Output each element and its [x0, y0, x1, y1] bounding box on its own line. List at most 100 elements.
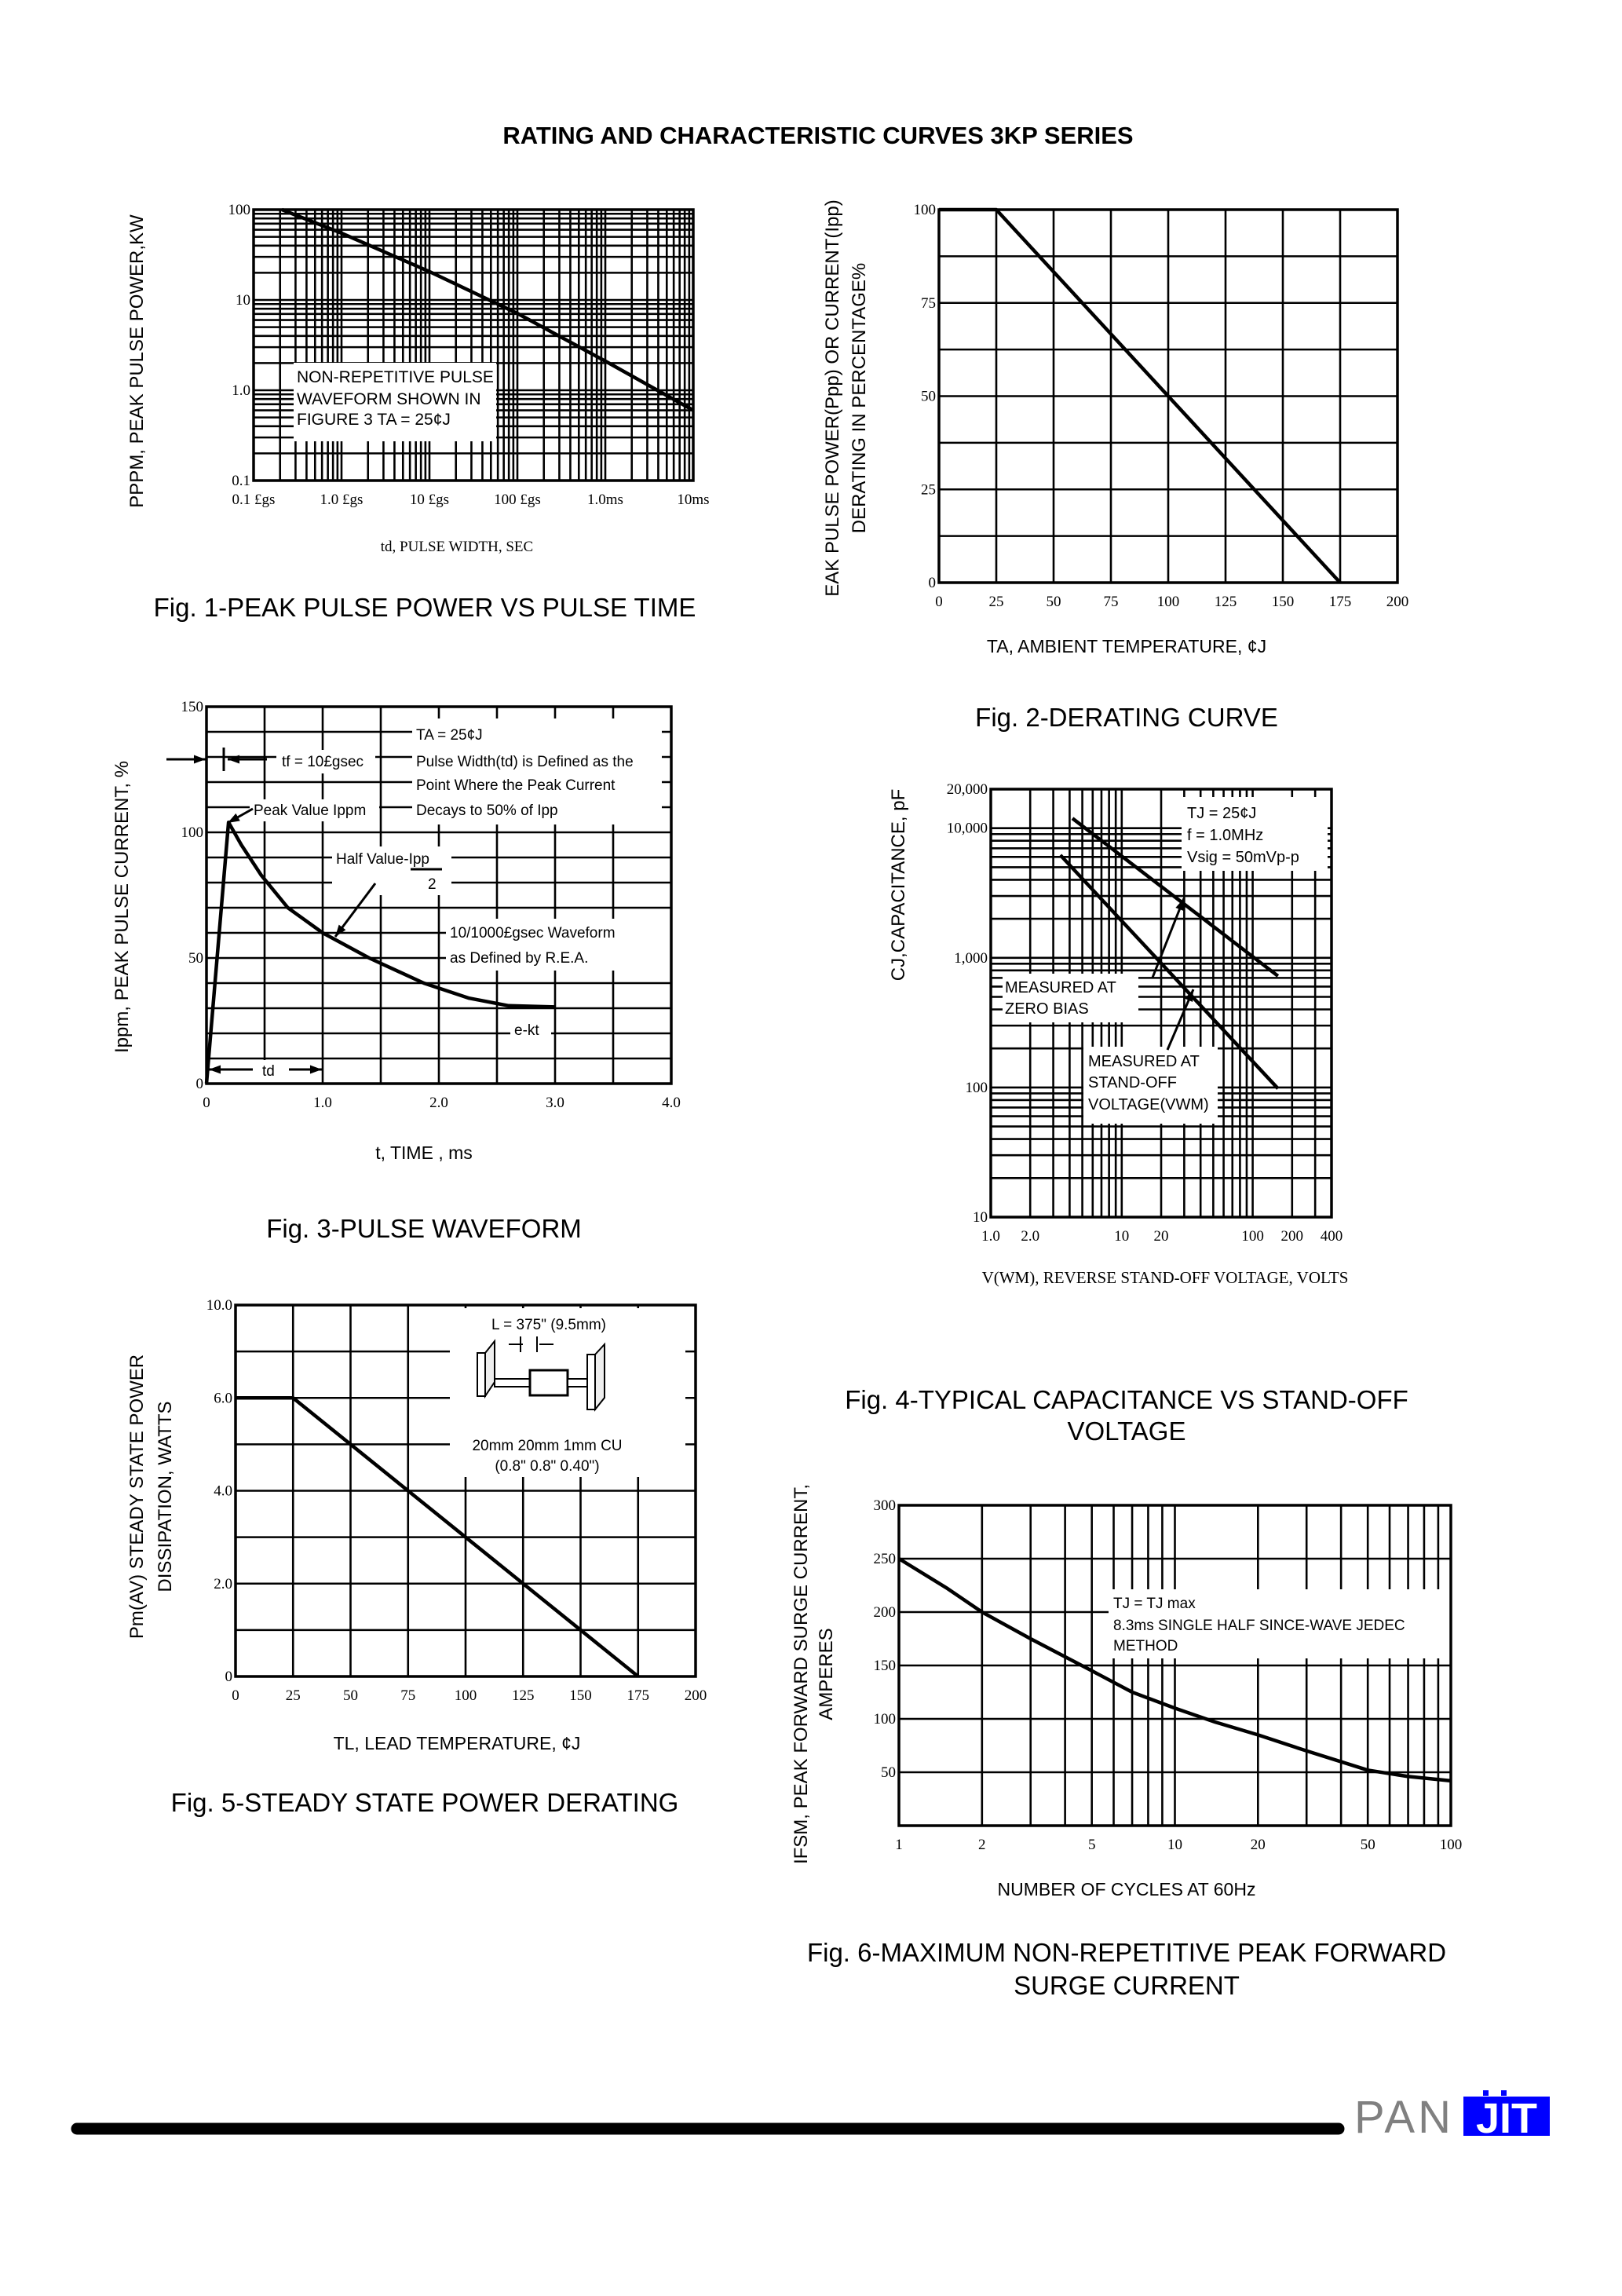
y-axis-label: CJ,CAPACITANCE, pF [888, 789, 909, 981]
annotation-text: MEASURED AT [1088, 1053, 1200, 1070]
annotation-background [1003, 974, 1138, 1022]
x-tick-label: 3.0 [546, 1095, 564, 1111]
annotation-text: 8.3ms SINGLE HALF SINCE-WAVE JEDEC [1113, 1618, 1405, 1634]
half-value-arrow-head [335, 924, 346, 937]
annotation-text: VOLTAGE(VWM) [1088, 1096, 1209, 1113]
x-tick-label: 1 [895, 1837, 903, 1853]
zero-bias-arrow-shaft [1151, 898, 1185, 978]
y-axis-label: PPPM, PEAK PULSE POWER,KW [126, 214, 148, 508]
annotation-text: STAND-OFF [1088, 1074, 1177, 1091]
figure-3: 0 1.0 2.0 3.0 4.0 0 50 100 150 TA = 25¢J tf = 10£g… [111, 699, 681, 1243]
x-tick-label: 100 [455, 1687, 477, 1704]
x-tick-label: 125 [512, 1687, 535, 1704]
figure-5: 0 25 50 75 100 125 150 175 200 0 2.0 4.0 6.0 10.0 L = … [126, 1297, 707, 1817]
y-tick-label: 250 [874, 1551, 897, 1567]
annotation-background [1083, 1047, 1218, 1124]
series-line-1 [204, 820, 556, 1084]
x-tick-label: 20 [1154, 1228, 1169, 1245]
y-axis-label: DERATING IN PERCENTAGE% [849, 263, 870, 533]
x-tick-label: 175 [627, 1687, 650, 1704]
x-tick-label: 50 [1047, 594, 1061, 610]
x-tick-label: 5 [1088, 1837, 1096, 1853]
x-tick-label: 2 [978, 1837, 986, 1853]
series-line-2 [1058, 854, 1280, 1090]
y-axis-label: AMPERES [816, 1628, 837, 1720]
y-axis-label: IFSM, PEAK FORWARD SURGE CURRENT, [791, 1484, 812, 1864]
x-tick-label: 10 £gs [410, 492, 449, 508]
x-tick-label: 200 [1386, 594, 1409, 610]
y-tick-label: 0 [196, 1076, 204, 1092]
annotation-text: tf = 10£gsec [282, 754, 363, 770]
series-line-1 [1071, 817, 1280, 978]
annotation-text: METHOD [1113, 1638, 1178, 1654]
x-tick-label: 0 [232, 1687, 239, 1704]
y-axis-label: Ippm, PEAK PULSE CURRENT, % [111, 761, 133, 1053]
annotation-text: FIGURE 3 TA = 25¢J [297, 411, 451, 429]
annotation-text: 10/1000£gsec Waveform [450, 925, 616, 941]
td-arrow-left-head [209, 1065, 221, 1074]
series-line-1 [281, 207, 695, 412]
x-axis-label: TL, LEAD TEMPERATURE, ¢J [334, 1733, 581, 1753]
x-tick-label: 100 [1157, 594, 1180, 610]
annotation-text: (0.8" 0.8" 0.40") [495, 1458, 599, 1475]
annotation-text: e-kt [514, 1022, 539, 1039]
series-line-1 [897, 1557, 1452, 1783]
x-tick-label: 25 [989, 594, 1004, 610]
x-tick-label: 1.0ms [587, 492, 623, 508]
figure-caption: SURGE CURRENT [1014, 1971, 1240, 2000]
x-tick-label: 200 [1281, 1228, 1304, 1245]
x-axis-label: V(WM), REVERSE STAND-OFF VOLTAGE, VOLTS [982, 1268, 1349, 1287]
grid [897, 1504, 1452, 1827]
diode-mounting-icon [477, 1336, 605, 1412]
x-tick-label: 200 [685, 1687, 707, 1704]
plot-frame [989, 788, 1333, 1219]
x-tick-label: 100 [1440, 1837, 1463, 1853]
logo-text-pan: PAN [1354, 2092, 1454, 2143]
annotation-text: f = 1.0MHz [1187, 827, 1263, 844]
y-tick-label: 200 [874, 1604, 897, 1621]
x-tick-label: 75 [1104, 594, 1119, 610]
x-axis-label: TA, AMBIENT TEMPERATURE, ¢J [987, 636, 1266, 656]
x-tick-label: 150 [569, 1687, 592, 1704]
annotation-text: TA = 25¢J [416, 727, 483, 744]
annotation-background [254, 1060, 287, 1084]
x-tick-label: 400 [1321, 1228, 1343, 1245]
annotation-text: L = 375" (9.5mm) [491, 1317, 606, 1333]
y-tick-label: 4.0 [214, 1483, 232, 1500]
x-tick-label: 2.0 [1021, 1228, 1039, 1245]
series-line-1 [939, 207, 1342, 584]
y-tick-label: 25 [921, 481, 936, 498]
x-tick-label: 1.0 [313, 1095, 332, 1111]
figure-caption: Fig. 3-PULSE WAVEFORM [266, 1214, 582, 1243]
y-tick-label: 50 [881, 1764, 896, 1781]
y-tick-label: 50 [188, 950, 203, 967]
figure-1: 0.1 £gs 1.0 £gs 10 £gs 100 £gs 1.0ms 10ms 0.1 1… [126, 202, 710, 622]
series-line-1 [236, 1396, 640, 1678]
y-tick-label: 300 [874, 1497, 897, 1514]
plot-frame [234, 1303, 697, 1678]
figure-caption: Fig. 6-MAXIMUM NON-REPETITIVE PEAK FORWA… [807, 1938, 1446, 1967]
annotation-background [510, 1019, 551, 1041]
annotation-text: Decays to 50% of Ipp [416, 803, 558, 819]
annotation-text: TJ = TJ max [1113, 1596, 1196, 1612]
x-tick-label: 10ms [677, 492, 709, 508]
annotation-background [1109, 1589, 1451, 1658]
annotation-background [332, 846, 451, 895]
figure-6: 1 2 5 10 20 50 100 50 100 150 200 250 300 TJ = TJ max… [791, 1484, 1462, 2000]
annotation-text: Pulse Width(td) is Defined as the [416, 754, 634, 770]
x-tick-label: 0 [203, 1095, 210, 1111]
y-tick-label: 50 [921, 389, 936, 405]
y-tick-label: 100 [228, 202, 251, 218]
annotation-text: Half Value-Ipp [336, 851, 429, 868]
annotation-text: TJ = 25¢J [1187, 805, 1256, 822]
figure-caption: VOLTAGE [1068, 1417, 1186, 1446]
x-tick-label: 75 [400, 1687, 415, 1704]
y-tick-label: 10.0 [206, 1297, 232, 1314]
annotation-text: 2 [428, 876, 437, 893]
figure-caption: Fig. 5-STEADY STATE POWER DERATING [171, 1788, 679, 1817]
plot-frame [205, 705, 673, 1085]
annotation-text: as Defined by R.E.A. [450, 950, 588, 967]
zero-bias-arrow-head [1175, 898, 1184, 911]
annotation-background [1182, 797, 1328, 871]
